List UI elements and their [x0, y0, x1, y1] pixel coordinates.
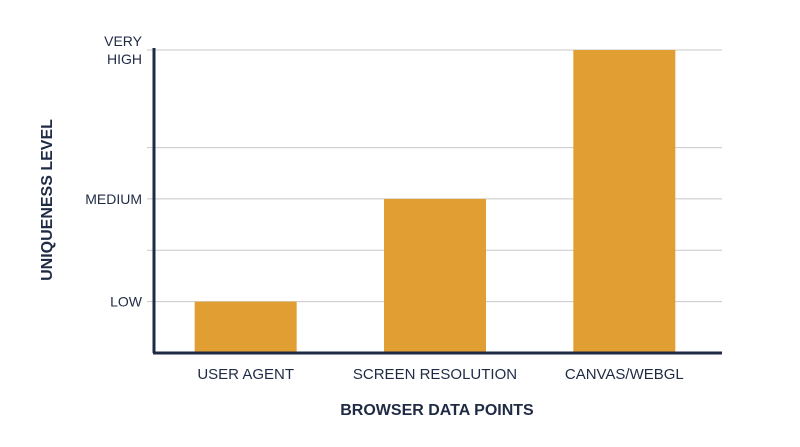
x-tick-label: CANVAS/WEBGL: [565, 366, 684, 383]
x-axis-title: BROWSER DATA POINTS: [340, 402, 534, 419]
y-tick-label: MEDIUM: [85, 191, 142, 207]
bar: [194, 301, 297, 353]
y-tick-label: LOW: [110, 294, 143, 310]
x-tick-label: USER AGENT: [197, 366, 294, 383]
y-tick-label: VERY: [104, 33, 143, 49]
bars: [194, 50, 676, 353]
x-tick-label: SCREEN RESOLUTION: [353, 366, 517, 383]
y-tick-labels: LOW MEDIUM VERY HIGH: [85, 33, 143, 310]
y-axis-title: UNIQUENESS LEVEL: [39, 119, 56, 281]
axes: [152, 48, 722, 355]
y-tick-label: HIGH: [107, 51, 142, 67]
bar: [573, 50, 676, 353]
x-tick-labels: USER AGENT SCREEN RESOLUTION CANVAS/WEBGL: [197, 366, 683, 383]
bar: [384, 198, 486, 353]
